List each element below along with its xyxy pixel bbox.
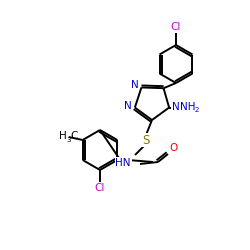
- Text: 3: 3: [67, 136, 71, 142]
- Text: HN: HN: [116, 158, 131, 168]
- Text: H: H: [59, 131, 67, 141]
- Text: N: N: [172, 102, 180, 112]
- Text: Cl: Cl: [95, 183, 105, 193]
- Text: O: O: [170, 143, 178, 153]
- Text: N: N: [130, 80, 138, 90]
- Text: S: S: [142, 134, 150, 146]
- Text: 2: 2: [194, 106, 198, 112]
- Text: NH: NH: [180, 102, 196, 112]
- Text: Cl: Cl: [171, 22, 181, 32]
- Text: C: C: [71, 131, 78, 141]
- Text: N: N: [124, 100, 132, 110]
